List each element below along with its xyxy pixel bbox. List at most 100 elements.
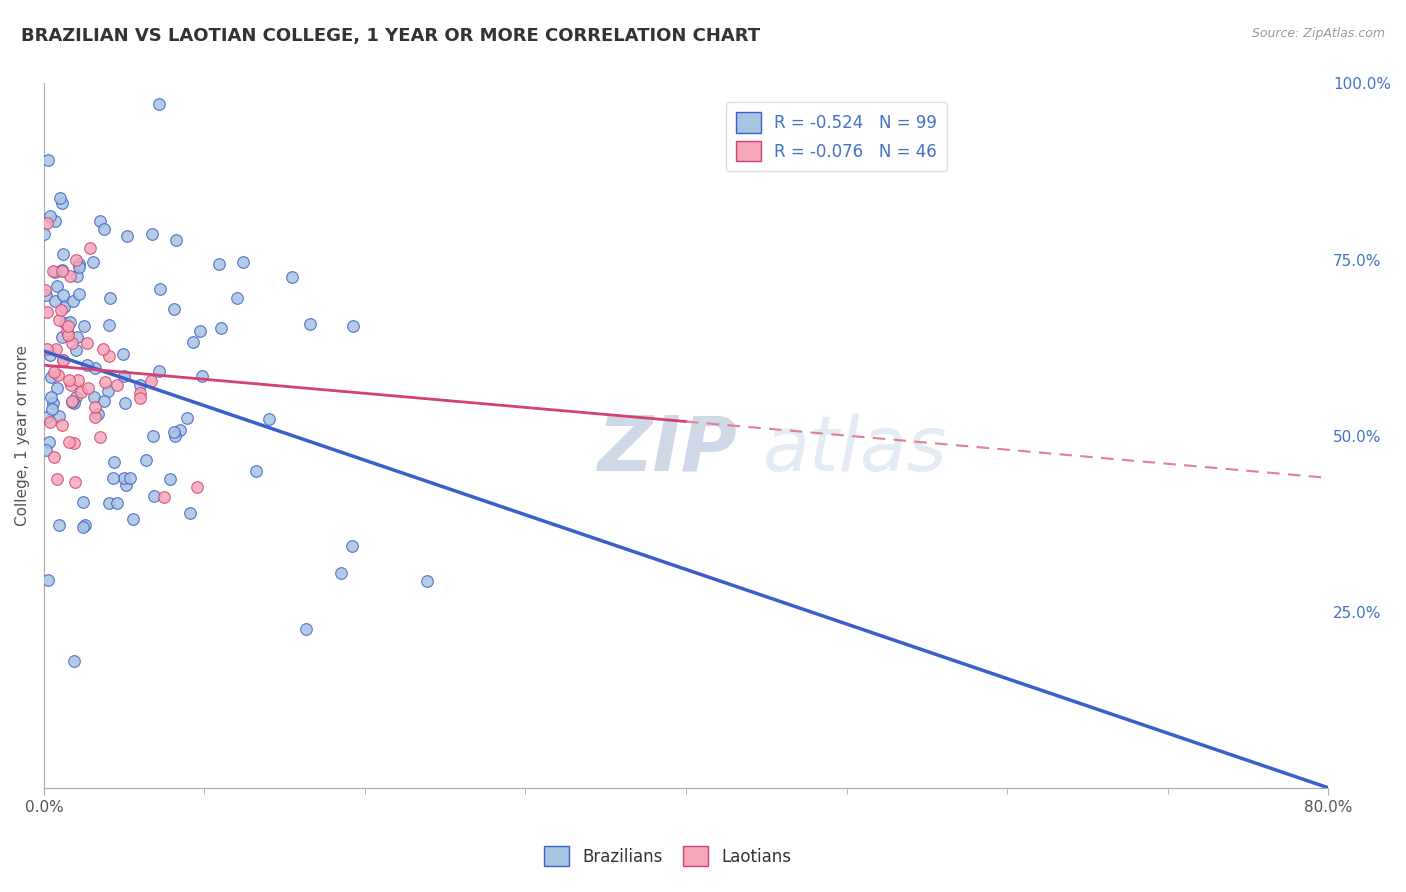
Point	[51, 195, 73, 210]
Point	[122, 511, 145, 525]
Point	[208, 257, 231, 271]
Point	[245, 464, 267, 478]
Point	[115, 478, 138, 492]
Point	[141, 227, 163, 242]
Point	[51, 303, 73, 318]
Point	[48, 313, 70, 327]
Point	[120, 471, 142, 485]
Point	[67, 260, 90, 275]
Point	[52, 352, 75, 367]
Point	[44, 294, 66, 309]
Point	[52, 300, 75, 314]
Point	[143, 489, 166, 503]
Point	[35, 343, 58, 357]
Point	[63, 396, 86, 410]
Point	[51, 330, 73, 344]
Point	[93, 221, 115, 235]
Point	[165, 233, 187, 247]
Point	[51, 264, 73, 278]
Point	[65, 253, 87, 268]
Point	[112, 347, 135, 361]
Point	[295, 622, 318, 636]
Point	[63, 475, 86, 490]
Point	[59, 315, 82, 329]
Text: Source: ZipAtlas.com: Source: ZipAtlas.com	[1251, 27, 1385, 40]
Point	[65, 343, 87, 358]
Point	[82, 255, 104, 269]
Point	[35, 288, 58, 302]
Point	[51, 418, 73, 433]
Point	[35, 305, 58, 319]
Point	[46, 382, 69, 396]
Point	[39, 390, 62, 404]
Point	[98, 349, 121, 363]
Point	[298, 317, 321, 331]
Legend: Brazilians, Laotians: Brazilians, Laotians	[537, 839, 799, 873]
Point	[89, 429, 111, 443]
Text: BRAZILIAN VS LAOTIAN COLLEGE, 1 YEAR OR MORE CORRELATION CHART: BRAZILIAN VS LAOTIAN COLLEGE, 1 YEAR OR …	[21, 27, 761, 45]
Point	[129, 386, 152, 401]
Point	[72, 495, 94, 509]
Point	[59, 269, 82, 284]
Point	[58, 373, 80, 387]
Point	[65, 390, 87, 404]
Point	[148, 97, 170, 112]
Text: atlas: atlas	[763, 413, 948, 487]
Point	[53, 316, 76, 330]
Point	[60, 336, 83, 351]
Point	[86, 407, 108, 421]
Point	[66, 268, 89, 283]
Point	[186, 480, 208, 494]
Point	[232, 254, 254, 268]
Point	[98, 291, 121, 305]
Point	[62, 436, 84, 450]
Point	[342, 539, 364, 553]
Point	[69, 384, 91, 399]
Point	[135, 453, 157, 467]
Point	[59, 378, 82, 392]
Point	[52, 288, 75, 302]
Point	[34, 227, 56, 241]
Point	[93, 393, 115, 408]
Point	[63, 654, 86, 668]
Point	[35, 216, 58, 230]
Point	[45, 342, 67, 356]
Point	[77, 381, 100, 395]
Point	[149, 282, 172, 296]
Point	[163, 428, 186, 442]
Point	[163, 425, 186, 439]
Point	[62, 293, 84, 308]
Point	[93, 375, 115, 389]
Point	[38, 209, 60, 223]
Point	[117, 229, 139, 244]
Point	[66, 373, 89, 387]
Point	[56, 324, 79, 338]
Point	[163, 301, 186, 316]
Point	[38, 434, 60, 449]
Point	[169, 423, 191, 437]
Point	[280, 269, 302, 284]
Point	[112, 471, 135, 485]
Point	[225, 291, 247, 305]
Point	[176, 410, 198, 425]
Point	[97, 384, 120, 399]
Point	[98, 318, 121, 333]
Point	[128, 377, 150, 392]
Point	[67, 286, 90, 301]
Legend: R = -0.524   N = 99, R = -0.076   N = 46: R = -0.524 N = 99, R = -0.076 N = 46	[725, 103, 948, 171]
Point	[38, 415, 60, 429]
Point	[42, 264, 65, 278]
Point	[49, 192, 72, 206]
Point	[41, 402, 63, 417]
Point	[37, 153, 59, 168]
Point	[56, 328, 79, 343]
Point	[58, 435, 80, 450]
Point	[45, 472, 67, 486]
Point	[48, 517, 70, 532]
Point	[35, 409, 58, 424]
Point	[48, 409, 70, 424]
Point	[83, 400, 105, 414]
Point	[34, 283, 56, 297]
Point	[114, 369, 136, 384]
Point	[129, 391, 152, 405]
